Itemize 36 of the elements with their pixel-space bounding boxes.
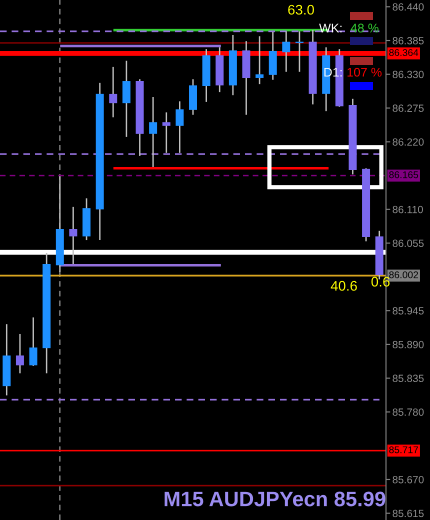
annotation: 40.6 xyxy=(330,280,357,291)
y-tick-label: 86.385 xyxy=(392,37,424,44)
candlestick xyxy=(268,31,277,81)
y-tick-label: 85.615 xyxy=(392,510,424,518)
candlestick xyxy=(282,30,290,73)
text: M15 AUDJPYecn 85.99 xyxy=(164,492,386,506)
candlestick xyxy=(256,36,264,85)
annotation: 63.0 xyxy=(288,4,314,15)
ref-line-label: 86.002 xyxy=(389,271,418,278)
y-tick-label: 86.110 xyxy=(392,206,423,214)
annotation: 48 % xyxy=(350,24,378,32)
candlestick xyxy=(16,333,24,374)
y-tick-label: 85.890 xyxy=(392,340,424,348)
candlestick xyxy=(176,100,184,154)
y-tick-label: 86.330 xyxy=(392,70,424,78)
y-tick-label: 86.275 xyxy=(392,104,424,112)
y-tick-label: 86.220 xyxy=(392,138,424,146)
candlestick xyxy=(149,96,158,168)
annotation: 107 % xyxy=(348,68,382,77)
candlestick xyxy=(122,60,130,138)
ref-line-label: 86.364 xyxy=(389,49,418,56)
ref-line-label: 86.165 xyxy=(389,171,418,178)
annotation: 0.6 xyxy=(371,276,390,287)
candlestick xyxy=(295,30,304,73)
y-tick-label: 85.670 xyxy=(392,476,424,484)
y-tick-label: 86.055 xyxy=(392,240,424,247)
candlestick xyxy=(109,66,118,118)
y-tick-label: 86.440 xyxy=(392,3,424,11)
ref-line-label: 85.717 xyxy=(389,446,418,454)
candlestick xyxy=(162,112,170,154)
annotation: WK: xyxy=(319,24,342,32)
y-tick-label: 85.835 xyxy=(392,374,424,382)
candlestick xyxy=(29,316,38,367)
y-tick-label: 85.945 xyxy=(392,307,424,315)
y-tick-label: 85.780 xyxy=(392,408,424,416)
candlestick xyxy=(69,206,78,265)
